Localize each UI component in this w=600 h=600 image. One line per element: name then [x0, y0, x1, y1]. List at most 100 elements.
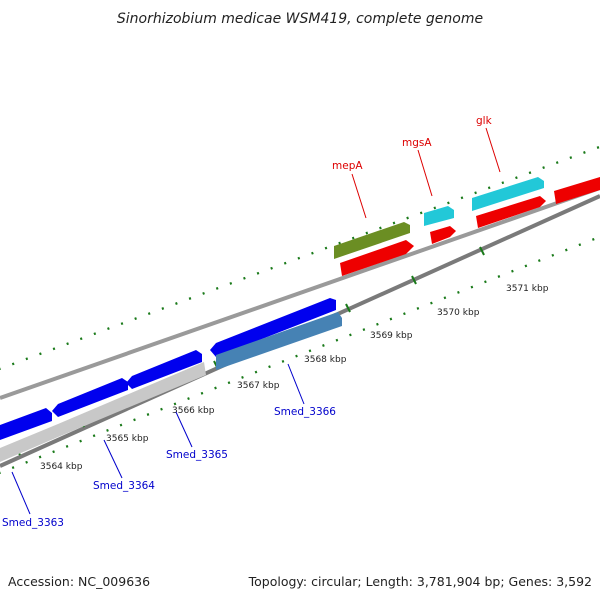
- track-dot: [202, 291, 205, 295]
- track-dot: [146, 413, 150, 416]
- inner-dot-track: [0, 237, 595, 474]
- tick-label: 3569 kbp: [370, 331, 413, 341]
- gene-arrow: [554, 177, 600, 204]
- track-dot: [297, 256, 301, 260]
- gene-arrow: [126, 350, 202, 389]
- track-dot: [229, 281, 233, 285]
- track-dot: [39, 352, 42, 356]
- track-dot: [379, 226, 382, 230]
- track-dot: [270, 266, 273, 270]
- gene-label-glk: glk: [476, 115, 493, 127]
- gene-label-smed-3365: Smed_3365: [166, 449, 228, 461]
- track-dot: [511, 269, 514, 273]
- tick-label: 3568 kbp: [304, 355, 347, 365]
- track-dot: [65, 444, 69, 448]
- map-title: Sinorhizobium medicae WSM419, complete g…: [117, 11, 483, 27]
- track-dot: [583, 151, 586, 154]
- track-dot: [443, 296, 447, 300]
- track-dot: [227, 381, 231, 385]
- track-dot: [11, 362, 15, 366]
- leader-line: [417, 149, 433, 197]
- track-dot: [349, 333, 352, 337]
- track-dot: [25, 460, 28, 464]
- leader-line: [103, 439, 123, 479]
- track-dot: [283, 261, 287, 265]
- track-dot: [106, 428, 109, 432]
- track-dot: [528, 171, 532, 175]
- tick-mark: [411, 275, 417, 285]
- gene-label-smed-3366: Smed_3366: [274, 406, 336, 418]
- track-dot: [107, 327, 110, 331]
- leader-line: [287, 363, 305, 405]
- track-dot: [187, 397, 190, 401]
- track-dot: [256, 271, 260, 275]
- track-dot: [460, 196, 464, 200]
- track-dot: [188, 297, 192, 300]
- tick-label: 3564 kbp: [40, 462, 83, 472]
- track-dot: [392, 221, 396, 225]
- gene-label-smed-3364: Smed_3364: [93, 480, 155, 492]
- gene-arrow: [476, 196, 546, 228]
- gene-label-mepa: mepA: [332, 160, 363, 172]
- gene-arrow: [424, 206, 454, 226]
- track-dot: [243, 276, 246, 280]
- track-dot: [351, 236, 355, 240]
- track-dot: [66, 342, 69, 346]
- track-dot: [403, 312, 406, 316]
- track-dot: [160, 407, 163, 411]
- track-dot: [52, 347, 56, 351]
- track-dot: [38, 455, 42, 459]
- track-dot: [376, 322, 379, 326]
- track-dot: [324, 246, 328, 250]
- track-dot: [515, 176, 518, 180]
- gene-arrow: [216, 312, 342, 370]
- track-dot: [591, 237, 595, 241]
- track-dot: [173, 402, 177, 406]
- track-dot: [52, 450, 55, 454]
- track-dot: [596, 146, 600, 149]
- gene-arrow: [472, 177, 544, 211]
- tick-mark: [345, 303, 351, 313]
- gene-labels: Smed_3363 Smed_3364 Smed_3365 Smed_3366 …: [2, 115, 501, 529]
- leader-line: [351, 173, 367, 219]
- track-dot: [175, 302, 178, 305]
- track-dot: [134, 317, 137, 321]
- track-dot: [524, 264, 528, 268]
- track-dot: [133, 418, 136, 422]
- track-dot: [487, 186, 491, 190]
- track-dot: [79, 439, 82, 443]
- track-dot: [578, 243, 582, 247]
- track-dot: [430, 301, 433, 305]
- track-dot: [335, 338, 339, 342]
- track-dot: [120, 322, 124, 326]
- track-dot: [322, 344, 325, 347]
- track-dot: [389, 317, 393, 321]
- track-dot: [537, 259, 541, 263]
- track-dot: [362, 328, 366, 332]
- track-dot: [93, 332, 97, 336]
- tick-label: 3566 kbp: [172, 406, 215, 416]
- track-dot: [497, 275, 501, 278]
- gene-arrow: [210, 298, 336, 357]
- track-dot: [215, 286, 219, 290]
- track-dot: [551, 253, 555, 257]
- track-dot: [79, 337, 83, 341]
- track-dot: [92, 434, 96, 438]
- outer-genes: [0, 177, 544, 440]
- track-dot: [555, 161, 559, 165]
- track-dot: [11, 466, 15, 470]
- track-dot: [119, 423, 123, 427]
- track-dot: [419, 211, 423, 215]
- gene-arrow: [334, 222, 410, 259]
- leader-line: [11, 471, 31, 515]
- inner-genes: [0, 177, 600, 462]
- track-dot: [308, 349, 312, 353]
- track-dot: [147, 312, 151, 316]
- gene-label-smed-3363: Smed_3363: [2, 517, 64, 529]
- track-dot: [447, 201, 450, 205]
- track-dot: [200, 391, 204, 395]
- gene-label-mgsa: mgsA: [402, 137, 432, 149]
- gene-arrow: [340, 240, 414, 276]
- tick-marks: 3564 kbp 3565 kbp 3566 kbp 3567 kbp 3568…: [15, 246, 549, 472]
